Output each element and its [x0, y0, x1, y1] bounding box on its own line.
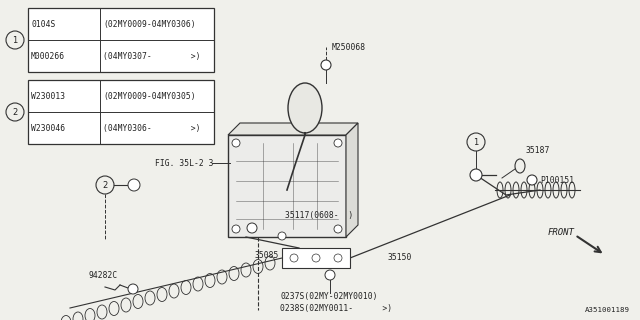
Circle shape [232, 225, 240, 233]
Text: 1: 1 [474, 138, 479, 147]
Bar [282, 248, 350, 268]
Ellipse shape [288, 83, 322, 133]
Circle shape [334, 254, 342, 262]
Polygon shape [346, 123, 358, 237]
Text: M250068: M250068 [332, 43, 366, 52]
Text: 0237S(02MY-02MY0010): 0237S(02MY-02MY0010) [280, 292, 378, 300]
Text: 0104S: 0104S [31, 20, 56, 28]
Circle shape [312, 254, 320, 262]
Text: 2: 2 [102, 180, 108, 189]
Circle shape [334, 139, 342, 147]
Bar [28, 80, 214, 144]
Text: P100151: P100151 [540, 175, 574, 185]
Circle shape [232, 139, 240, 147]
Text: W230013: W230013 [31, 92, 65, 100]
Circle shape [334, 225, 342, 233]
Text: FIG. 35L-2 3: FIG. 35L-2 3 [155, 158, 214, 167]
Bar [28, 8, 214, 72]
Text: M000266: M000266 [31, 52, 65, 60]
Polygon shape [228, 123, 358, 135]
Circle shape [527, 175, 537, 185]
Text: FRONT: FRONT [548, 228, 575, 236]
Text: 2: 2 [12, 108, 18, 116]
Text: 94282C: 94282C [88, 270, 117, 279]
Text: 35187: 35187 [526, 146, 550, 155]
Text: 1: 1 [12, 36, 18, 44]
Circle shape [128, 179, 140, 191]
Circle shape [290, 254, 298, 262]
Text: (04MY0307-        >): (04MY0307- >) [103, 52, 200, 60]
Circle shape [278, 232, 286, 240]
Text: 35150: 35150 [388, 253, 412, 262]
Circle shape [325, 270, 335, 280]
Text: (04MY0306-        >): (04MY0306- >) [103, 124, 200, 132]
Circle shape [128, 284, 138, 294]
Text: 0238S(02MY0011-      >): 0238S(02MY0011- >) [280, 303, 392, 313]
Text: 35117(0608-  ): 35117(0608- ) [285, 211, 353, 220]
Circle shape [470, 169, 482, 181]
Text: W230046: W230046 [31, 124, 65, 132]
Text: A351001189: A351001189 [585, 307, 630, 313]
Circle shape [247, 223, 257, 233]
Text: 35085: 35085 [255, 251, 280, 260]
Text: (02MY0009-04MY0305): (02MY0009-04MY0305) [103, 92, 196, 100]
Circle shape [321, 60, 331, 70]
Text: (02MY0009-04MY0306): (02MY0009-04MY0306) [103, 20, 196, 28]
Bar [228, 135, 346, 237]
